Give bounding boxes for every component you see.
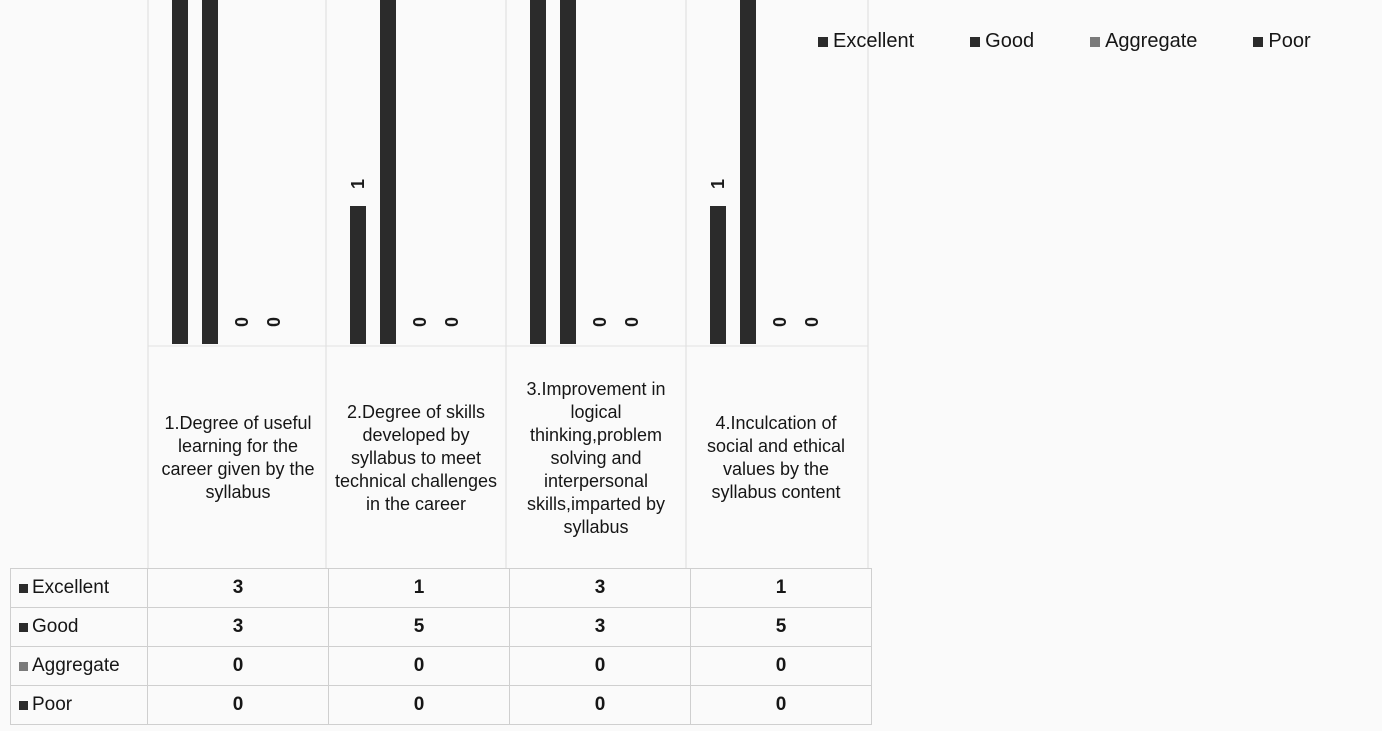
table-row-excellent: Excellent 3 1 3 1 bbox=[10, 568, 872, 608]
legend-item-excellent: Excellent bbox=[818, 30, 914, 53]
bar-excellent-2 bbox=[350, 206, 366, 344]
legend-swatch-excellent bbox=[818, 36, 828, 47]
table-cell: 5 bbox=[690, 607, 872, 647]
table-cell: 5 bbox=[328, 607, 510, 647]
table-cell: 0 bbox=[509, 646, 691, 686]
table-cell: 0 bbox=[690, 646, 872, 686]
legend-label-excellent: Excellent bbox=[833, 30, 915, 52]
table-cell: 0 bbox=[147, 646, 329, 686]
table-row-poor: Poor 0 0 0 0 bbox=[10, 685, 872, 725]
category-label-3: 3.Improvement in logical thinking,proble… bbox=[526, 378, 666, 537]
legend-label-poor: Poor bbox=[1268, 30, 1311, 52]
data-table: Excellent 3 1 3 1 Good 3 5 3 5 Aggregate 0 0 0 0 Poor 0 0… bbox=[10, 568, 872, 725]
legend-item-aggregate: Aggregate bbox=[1090, 30, 1197, 53]
data-label-aggregate-4: 0 bbox=[770, 317, 790, 327]
table-row-header: Excellent bbox=[10, 568, 148, 608]
bar-good-4 bbox=[740, 0, 756, 344]
data-label-poor-3: 0 bbox=[622, 317, 642, 327]
bar-good-2 bbox=[380, 0, 396, 344]
legend-item-good: Good bbox=[970, 30, 1034, 53]
table-cell: 1 bbox=[690, 568, 872, 608]
table-cell: 0 bbox=[328, 685, 510, 725]
data-label-poor-2: 0 bbox=[442, 317, 462, 327]
table-swatch bbox=[19, 623, 28, 632]
category-label-2: 2.Degree of skills developed by syllabus… bbox=[334, 401, 498, 514]
legend-swatch-good bbox=[970, 36, 981, 47]
table-swatch bbox=[19, 701, 28, 710]
bar-excellent-1 bbox=[172, 0, 188, 344]
legend-item-poor: Poor bbox=[1253, 30, 1311, 53]
table-cell: 0 bbox=[328, 646, 510, 686]
table-row-good: Good 3 5 3 5 bbox=[10, 607, 872, 647]
bar-excellent-3 bbox=[530, 0, 546, 344]
table-row-header: Aggregate bbox=[10, 646, 148, 686]
table-cell: 0 bbox=[690, 685, 872, 725]
data-label-excellent-4: 1 bbox=[708, 179, 728, 189]
legend: Excellent Good Aggregate Poor bbox=[818, 30, 1378, 53]
category-label-4: 4.Inculcation of social and ethical valu… bbox=[706, 413, 846, 502]
table-series-name: Good bbox=[32, 616, 79, 637]
legend-label-aggregate: Aggregate bbox=[1105, 30, 1198, 52]
bar-good-1 bbox=[202, 0, 218, 344]
table-row-aggregate: Aggregate 0 0 0 0 bbox=[10, 646, 872, 686]
table-series-name: Poor bbox=[32, 694, 73, 715]
bar-good-3 bbox=[560, 0, 576, 344]
table-cell: 3 bbox=[509, 607, 691, 647]
table-cell: 0 bbox=[147, 685, 329, 725]
data-label-excellent-2: 1 bbox=[348, 179, 368, 189]
data-label-aggregate-2: 0 bbox=[410, 317, 430, 327]
category-label-1: 1.Degree of useful learning for the care… bbox=[161, 413, 315, 502]
legend-swatch-poor bbox=[1253, 36, 1264, 47]
table-cell: 1 bbox=[328, 568, 510, 608]
table-series-name: Excellent bbox=[32, 577, 110, 598]
table-cell: 3 bbox=[509, 568, 691, 608]
legend-label-good: Good bbox=[985, 30, 1035, 52]
bar-excellent-4 bbox=[710, 206, 726, 344]
table-cell: 0 bbox=[509, 685, 691, 725]
data-label-poor-4: 0 bbox=[802, 317, 822, 327]
table-row-header: Poor bbox=[10, 685, 148, 725]
data-label-aggregate-1: 0 bbox=[232, 317, 252, 327]
data-label-poor-1: 0 bbox=[264, 317, 284, 327]
table-cell: 3 bbox=[147, 568, 329, 608]
data-label-aggregate-3: 0 bbox=[590, 317, 610, 327]
table-cell: 3 bbox=[147, 607, 329, 647]
table-swatch bbox=[19, 584, 28, 593]
table-series-name: Aggregate bbox=[32, 655, 120, 676]
legend-swatch-aggregate bbox=[1090, 36, 1101, 47]
table-swatch bbox=[19, 662, 28, 671]
table-row-header: Good bbox=[10, 607, 148, 647]
